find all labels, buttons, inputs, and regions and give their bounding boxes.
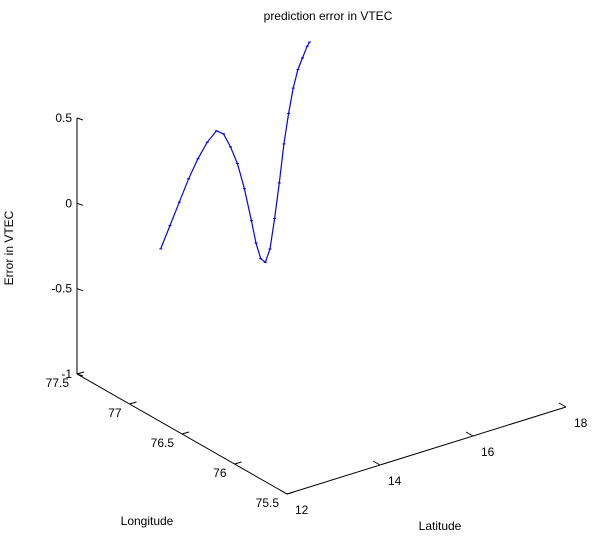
z-tick-label: 0.5 xyxy=(55,111,72,125)
x-tick-label: 12 xyxy=(295,503,309,517)
z-axis-label: Error in VTEC xyxy=(2,210,16,285)
z-axis-ticks: -1 -0.5 0 0.5 xyxy=(51,111,84,381)
y-tick-label: 76 xyxy=(213,466,227,480)
x-tick-label: 14 xyxy=(388,474,402,488)
x-tick-label: 18 xyxy=(574,416,588,430)
x-tick-mark xyxy=(558,402,567,408)
x-tick-mark xyxy=(372,460,381,466)
z-tick-mark xyxy=(76,202,84,206)
z-tick-label: -1 xyxy=(61,367,72,381)
x-axis-label: Latitude xyxy=(419,519,462,533)
y-tick-label: 77.5 xyxy=(46,376,70,390)
y-tick-label: 77 xyxy=(108,406,122,420)
y-tick-mark xyxy=(234,461,242,465)
z-tick-mark xyxy=(76,373,84,377)
y-tick-mark xyxy=(129,401,137,405)
x-tick-label: 16 xyxy=(481,445,495,459)
y-tick-mark xyxy=(181,431,190,435)
series-group xyxy=(159,41,311,264)
series-line xyxy=(160,41,311,264)
y-tick-mark xyxy=(76,371,85,375)
x-axis-ticks: 12 14 16 18 xyxy=(279,402,588,517)
z-tick-label: 0 xyxy=(65,196,72,210)
y-tick-mark xyxy=(286,491,295,495)
chart-title: prediction error in VTEC xyxy=(264,9,393,23)
y-axis-label: Longitude xyxy=(121,514,174,528)
y-tick-label: 75.5 xyxy=(256,496,280,510)
x-tick-mark xyxy=(465,431,474,437)
y-tick-label: 76.5 xyxy=(151,436,175,450)
z-tick-mark xyxy=(76,288,84,292)
y-axis-ticks: 75.5 76 76.5 77 77.5 xyxy=(46,371,295,510)
z-tick-label: -0.5 xyxy=(51,282,72,296)
z-tick-mark xyxy=(76,117,84,121)
x-axis-line xyxy=(286,406,567,495)
x-tick-mark xyxy=(279,489,288,495)
